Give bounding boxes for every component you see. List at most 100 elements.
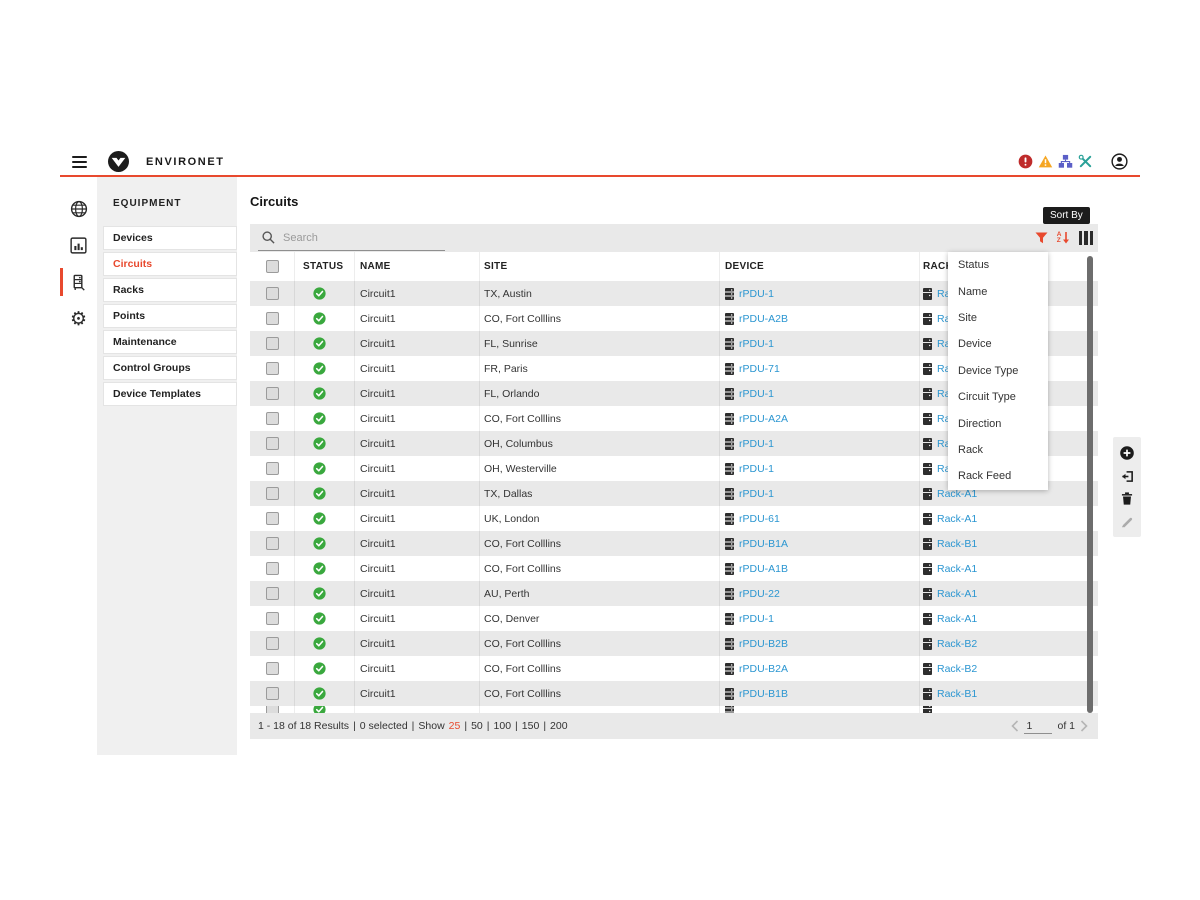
device-link[interactable]: rPDU-1 (739, 487, 775, 500)
move-to-icon[interactable] (1121, 470, 1134, 483)
page-size-option[interactable]: 25 (449, 720, 467, 732)
row-checkbox[interactable] (265, 637, 279, 650)
column-header-device[interactable]: DEVICE (720, 252, 920, 281)
table-row[interactable]: Circuit1 AU, Perth rPDU-22 (250, 581, 1098, 606)
edit-icon[interactable] (1121, 515, 1134, 528)
sort-menu-item[interactable]: Status (958, 259, 990, 272)
rack-link[interactable]: Rack-A1 (937, 487, 978, 500)
search-input[interactable] (281, 230, 435, 245)
add-icon[interactable] (1120, 446, 1134, 461)
network-icon[interactable] (1058, 154, 1073, 169)
columns-icon[interactable] (1078, 231, 1093, 245)
sidebar-item[interactable]: Devices (103, 226, 237, 250)
sidebar-item[interactable]: Control Groups (103, 356, 237, 380)
sort-menu-item[interactable]: Name (958, 285, 988, 298)
row-checkbox[interactable] (265, 587, 279, 600)
row-checkbox[interactable] (265, 487, 279, 500)
row-checkbox[interactable] (265, 362, 279, 375)
device-link[interactable]: rPDU-1 (739, 612, 775, 625)
nav-globe-icon[interactable] (60, 190, 97, 227)
next-page-icon[interactable] (1080, 720, 1088, 732)
row-checkbox[interactable] (265, 412, 279, 425)
device-link[interactable]: rPDU-A1B (739, 562, 789, 575)
row-checkbox[interactable] (265, 387, 279, 400)
rack-link[interactable]: Rack-A1 (937, 587, 978, 600)
prev-page-icon[interactable] (1011, 720, 1019, 732)
device-link[interactable]: rPDU-B2A (739, 662, 789, 675)
account-icon[interactable] (1111, 153, 1128, 170)
select-all-checkbox[interactable] (265, 260, 279, 273)
column-header-status[interactable]: STATUS (295, 252, 355, 281)
row-checkbox[interactable] (265, 612, 279, 625)
page-input[interactable] (1024, 718, 1053, 734)
page-size-option[interactable]: 200 (550, 720, 568, 732)
delete-icon[interactable] (1121, 492, 1133, 505)
page-size-option[interactable]: 150 (522, 720, 546, 732)
table-row[interactable]: Circuit1 OH, Westerville rPDU-1 (250, 456, 1098, 481)
rack-link[interactable]: Rack-A1 (937, 512, 978, 525)
device-link[interactable]: rPDU-22 (739, 587, 780, 600)
tools-icon[interactable] (1078, 154, 1093, 169)
alarm-icon[interactable] (1018, 154, 1033, 169)
device-link[interactable]: rPDU-1 (739, 437, 775, 450)
sidebar-item[interactable]: Device Templates (103, 382, 237, 406)
table-row[interactable]: Circuit1 CO, Fort Colllins rPDU-B1B (250, 681, 1098, 706)
sidebar-item[interactable]: Points (103, 304, 237, 328)
row-checkbox[interactable] (265, 437, 279, 450)
row-checkbox[interactable] (265, 512, 279, 525)
table-row[interactable] (250, 706, 1098, 713)
row-checkbox[interactable] (265, 312, 279, 325)
menu-icon[interactable] (72, 155, 87, 168)
row-checkbox[interactable] (265, 706, 279, 713)
nav-equipment-icon[interactable] (60, 264, 97, 301)
column-header-rack[interactable]: RACK (923, 261, 954, 272)
nav-settings-icon[interactable]: ⚙ (69, 308, 88, 330)
row-checkbox[interactable] (265, 337, 279, 350)
row-checkbox[interactable] (265, 662, 279, 675)
row-checkbox[interactable] (265, 287, 279, 300)
row-checkbox[interactable] (265, 537, 279, 550)
sort-menu-item[interactable]: Device (958, 338, 992, 351)
rack-link[interactable]: Rack-B2 (937, 637, 978, 650)
device-link[interactable]: rPDU-1 (739, 337, 775, 350)
device-link[interactable]: rPDU-71 (739, 362, 780, 375)
device-link[interactable]: rPDU-A2B (739, 312, 789, 325)
device-link[interactable]: rPDU-1 (739, 287, 775, 300)
rack-link[interactable]: Rack-B2 (937, 662, 978, 675)
device-link[interactable]: rPDU-61 (739, 512, 780, 525)
device-link[interactable]: rPDU-1 (739, 462, 775, 475)
rack-link[interactable]: Rack-A1 (937, 612, 978, 625)
rack-link[interactable]: Rack-B1 (937, 687, 978, 700)
sort-menu-item[interactable]: Rack Feed (958, 470, 1012, 483)
table-row[interactable]: Circuit1 CO, Fort Colllins rPDU-B2A (250, 656, 1098, 681)
table-row[interactable]: Circuit1 CO, Fort Colllins rPDU-A1B (250, 556, 1098, 581)
sort-menu-item[interactable]: Circuit Type (958, 391, 1016, 404)
sort-menu-item[interactable]: Direction (958, 417, 1002, 430)
device-link[interactable]: rPDU-B2B (739, 637, 789, 650)
filter-icon[interactable] (1035, 232, 1048, 244)
table-row[interactable]: Circuit1 CO, Fort Colllins rPDU-B2B (250, 631, 1098, 656)
device-link[interactable]: rPDU-B1A (739, 537, 789, 550)
sort-menu-item[interactable]: Device Type (958, 364, 1019, 377)
table-scrollbar[interactable] (1087, 256, 1093, 713)
device-link[interactable]: rPDU-A2A (739, 412, 789, 425)
sidebar-item[interactable]: Maintenance (103, 330, 237, 354)
table-row[interactable]: Circuit1 CO, Fort Colllins rPDU-B1A (250, 531, 1098, 556)
sidebar-item[interactable]: Racks (103, 278, 237, 302)
warning-icon[interactable] (1038, 154, 1053, 169)
row-checkbox[interactable] (265, 687, 279, 700)
nav-monitoring-icon[interactable] (60, 227, 97, 264)
column-header-site[interactable]: SITE (480, 252, 720, 281)
row-checkbox[interactable] (265, 462, 279, 475)
page-size-option[interactable]: 100 (494, 720, 518, 732)
device-link[interactable]: rPDU-B1B (739, 687, 789, 700)
sort-menu-item[interactable]: Rack (958, 443, 984, 456)
rack-link[interactable]: Rack-A1 (937, 562, 978, 575)
table-row[interactable]: Circuit1 CO, Denver rPDU-1 (250, 606, 1098, 631)
table-row[interactable]: Circuit1 UK, London rPDU-61 (250, 506, 1098, 531)
rack-link[interactable]: Rack-B1 (937, 537, 978, 550)
row-checkbox[interactable] (265, 562, 279, 575)
search-box[interactable] (258, 225, 445, 251)
device-link[interactable]: rPDU-1 (739, 387, 775, 400)
